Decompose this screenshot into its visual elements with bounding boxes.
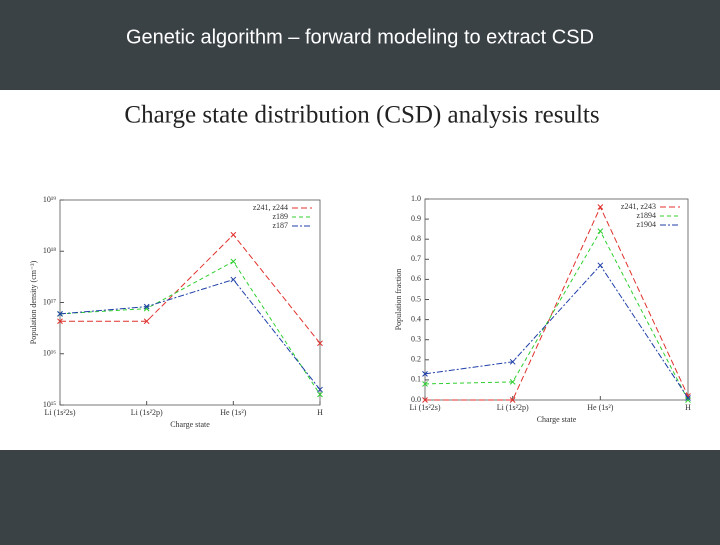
header-bar: [0, 0, 720, 90]
legend-label: z241, z244: [253, 203, 288, 212]
legend-label: z187: [272, 221, 288, 230]
series-line: [424, 264, 689, 399]
slide-subtitle: Charge state distribution (CSD) analysis…: [124, 102, 599, 129]
series-marker: [422, 397, 428, 403]
series-marker: [509, 397, 516, 403]
x-axis-label: Charge state: [170, 420, 210, 429]
series-line: [424, 230, 689, 401]
y-tick-label: 0.3: [411, 335, 421, 344]
y-tick-label: 0.2: [411, 355, 421, 364]
y-tick-label: 10¹⁷: [43, 297, 56, 306]
series-marker: [422, 371, 428, 377]
series-marker: [143, 318, 150, 325]
series-marker: [143, 303, 150, 310]
x-tick-label: Li (1s²2p): [131, 408, 163, 417]
x-tick-label: Li (1s²2s): [409, 403, 440, 412]
y-tick-label: 0.9: [411, 214, 421, 223]
series-line: [59, 260, 321, 395]
y-tick-label: 10¹⁹: [43, 195, 56, 204]
y-tick-label: 10¹⁶: [43, 349, 56, 358]
legend-label: z241, z243: [621, 202, 656, 211]
series-marker: [230, 231, 237, 238]
series-marker: [230, 276, 237, 283]
y-tick-label: 10¹⁵: [43, 400, 56, 409]
series-marker: [509, 358, 516, 365]
y-tick-label: 0.5: [411, 294, 421, 303]
x-tick-label: He (1s²): [220, 408, 247, 417]
series-marker: [685, 397, 691, 403]
y-tick-label: 1.0: [411, 194, 421, 203]
series-line: [425, 205, 689, 401]
series-marker: [685, 395, 691, 401]
x-axis-label: Charge state: [537, 415, 577, 424]
series-marker: [317, 340, 323, 347]
series-marker: [597, 262, 604, 269]
series-marker: [57, 311, 63, 317]
y-axis-label: Population fraction: [394, 269, 403, 331]
series-marker: [230, 258, 237, 265]
series-marker: [422, 381, 428, 387]
y-tick-label: 0.7: [411, 254, 421, 263]
legend-label: z189: [272, 212, 288, 221]
series-marker: [317, 386, 323, 393]
y-tick-label: 0.4: [411, 314, 421, 323]
series-marker: [57, 318, 63, 325]
x-tick-label: Li (1s²2p): [497, 403, 529, 412]
x-tick-label: He (1s²): [587, 403, 614, 412]
series-marker: [509, 379, 516, 385]
y-axis-label: Population density (cm⁻³): [29, 260, 38, 344]
x-tick-label: H: [685, 403, 691, 412]
series-marker: [317, 391, 323, 398]
x-tick-label: Li (1s²2s): [44, 408, 75, 417]
legend-label: z1894: [636, 211, 656, 220]
series-line: [59, 279, 321, 390]
series-line: [60, 233, 321, 344]
x-tick-label: H: [317, 408, 323, 417]
series-marker: [597, 204, 604, 210]
y-tick-label: 0.6: [411, 274, 421, 283]
slide-title: Genetic algorithm – forward modeling to …: [126, 26, 594, 48]
y-tick-label: 0.1: [411, 375, 421, 384]
legend-label: z1904: [636, 220, 656, 229]
y-tick-label: 0.0: [411, 395, 421, 404]
y-tick-label: 10¹⁸: [43, 246, 56, 255]
y-tick-label: 0.8: [411, 234, 421, 243]
series-marker: [597, 228, 604, 235]
content-area: [0, 90, 720, 450]
